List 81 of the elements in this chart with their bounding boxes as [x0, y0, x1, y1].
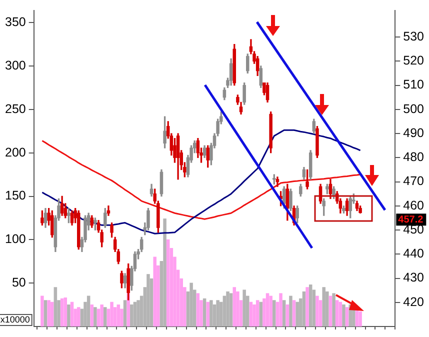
- bar: [196, 293, 200, 326]
- bar: [67, 304, 70, 326]
- bar: [104, 307, 107, 326]
- bar: [130, 304, 134, 326]
- bar: [120, 308, 124, 326]
- bar: [70, 302, 74, 326]
- bar: [296, 302, 299, 326]
- y2-tick-label: 520: [403, 54, 424, 68]
- y2-tick-label: 440: [403, 246, 424, 261]
- bar: [64, 298, 68, 326]
- bar: [256, 300, 260, 326]
- bar: [308, 284, 312, 326]
- bar: [150, 278, 154, 326]
- bar: [60, 298, 64, 326]
- bar: [236, 291, 240, 326]
- bar: [163, 218, 166, 326]
- bar: [352, 308, 356, 326]
- bar: [272, 300, 276, 326]
- bar: [206, 302, 210, 326]
- bar: [322, 287, 326, 326]
- bar: [90, 304, 94, 326]
- bar: [289, 296, 292, 326]
- bar: [146, 274, 150, 326]
- y-tick-label: 350: [4, 15, 26, 30]
- y2-tick-label: 500: [403, 102, 424, 116]
- bar: [242, 290, 246, 326]
- y2-tick-label: 510: [403, 78, 424, 92]
- bar: [202, 298, 206, 326]
- bar: [86, 296, 90, 326]
- bar: [40, 296, 44, 326]
- y-tick-label: 100: [4, 232, 26, 246]
- bar: [100, 304, 104, 326]
- bar: [342, 304, 346, 326]
- bar: [94, 307, 97, 326]
- bar: [44, 300, 48, 326]
- y2-tick-label: 530: [403, 29, 424, 44]
- bar: [306, 287, 309, 326]
- bar: [316, 296, 319, 326]
- bar: [328, 296, 332, 326]
- y-axis-title: x10000: [0, 314, 30, 324]
- y-tick-label: 200: [4, 145, 26, 160]
- y2-tick-label: 430: [403, 270, 424, 285]
- y-tick-label: 300: [4, 58, 26, 73]
- text: 457.2: [398, 214, 424, 226]
- bar: [47, 300, 50, 326]
- bar: [332, 293, 336, 326]
- bar: [229, 293, 233, 326]
- bar: [335, 300, 339, 326]
- bar: [292, 300, 296, 326]
- bar: [50, 302, 54, 326]
- bar: [345, 307, 349, 326]
- bar: [358, 311, 362, 326]
- bar: [355, 310, 359, 326]
- bar: [302, 291, 306, 326]
- y2-tick-label: 420: [403, 294, 424, 309]
- y-tick-label: 250: [4, 102, 26, 116]
- bar: [54, 287, 58, 326]
- bar: [96, 308, 100, 326]
- y2-tick-label: 460: [403, 198, 424, 212]
- bar: [318, 300, 322, 326]
- bar: [279, 293, 282, 326]
- bar: [338, 302, 342, 326]
- bar: [282, 300, 286, 326]
- bar: [232, 287, 236, 326]
- bar: [269, 296, 272, 326]
- bar: [259, 302, 263, 326]
- bar: [326, 291, 329, 326]
- y2-tick-label: 480: [403, 150, 424, 164]
- bar: [286, 304, 290, 326]
- y-tick-label: 50: [12, 276, 26, 290]
- bar: [123, 300, 127, 326]
- y2-tick-label: 470: [403, 174, 424, 188]
- bar: [77, 307, 80, 326]
- bar: [153, 256, 156, 326]
- bar: [166, 239, 170, 326]
- y2-tick-label: 490: [403, 126, 424, 140]
- bar: [249, 302, 253, 326]
- bar: [110, 302, 114, 326]
- bar: [222, 296, 226, 326]
- bar: [210, 300, 213, 326]
- y-tick-label: 150: [4, 188, 26, 203]
